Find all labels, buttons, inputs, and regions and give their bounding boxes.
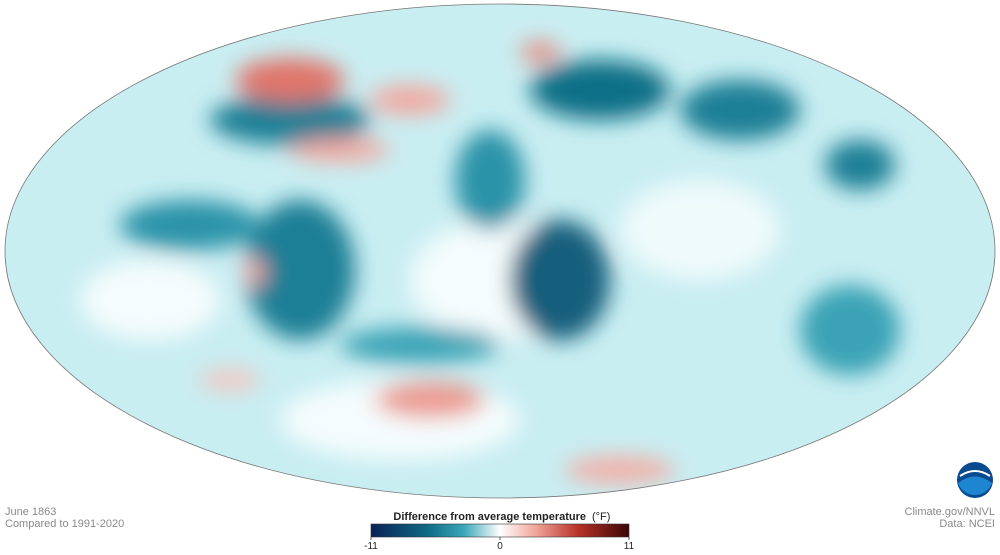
colorbar (370, 523, 630, 538)
tick-label: 11 (624, 541, 635, 552)
anomaly-field (80, 42, 900, 484)
date: June 1863 (5, 506, 56, 518)
colorbar-ticks: -11 0 11 (364, 537, 635, 552)
source: Climate.gov/NNVL (905, 506, 995, 518)
noaa-logo (957, 462, 993, 498)
tick-label: 0 (497, 541, 503, 552)
baseline: Compared to 1991-2020 (5, 518, 124, 530)
tick-label: -11 (364, 541, 378, 552)
data-credit: Data: NCEI (939, 518, 995, 530)
legend-title: Difference from average temperature (393, 511, 586, 523)
legend-unit: (°F) (592, 511, 610, 523)
map (5, 4, 995, 498)
globe-outline (4, 3, 996, 499)
